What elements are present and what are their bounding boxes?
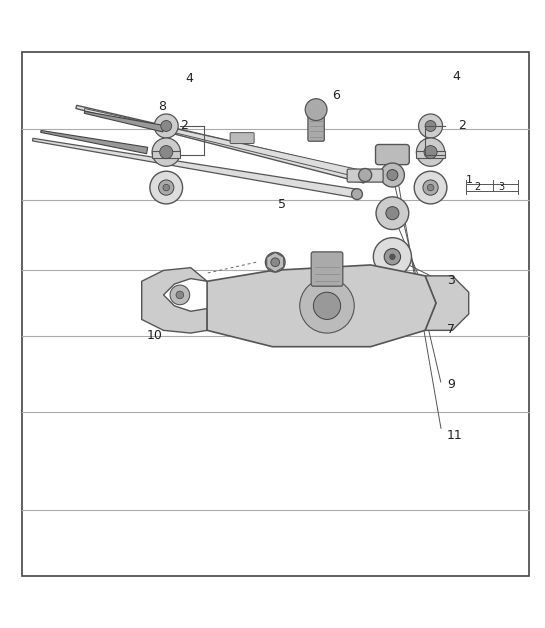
Text: 7: 7	[447, 323, 455, 336]
Text: 8: 8	[158, 100, 166, 112]
Circle shape	[425, 121, 436, 131]
Circle shape	[160, 146, 173, 159]
Polygon shape	[84, 111, 164, 132]
Circle shape	[373, 238, 411, 276]
Circle shape	[150, 171, 183, 204]
Circle shape	[152, 138, 180, 166]
FancyBboxPatch shape	[311, 252, 343, 286]
Circle shape	[154, 114, 178, 138]
Circle shape	[380, 163, 404, 187]
Circle shape	[265, 252, 285, 272]
Text: 3: 3	[447, 274, 455, 287]
Polygon shape	[425, 276, 469, 330]
Polygon shape	[84, 109, 366, 179]
Circle shape	[170, 285, 190, 305]
Polygon shape	[267, 252, 284, 272]
Circle shape	[159, 180, 174, 195]
Circle shape	[387, 170, 398, 180]
Circle shape	[414, 171, 447, 204]
Circle shape	[305, 99, 327, 121]
Circle shape	[384, 249, 401, 265]
Text: 9: 9	[447, 377, 455, 391]
Circle shape	[424, 146, 437, 159]
Text: 2: 2	[458, 119, 465, 132]
Circle shape	[423, 180, 438, 195]
FancyBboxPatch shape	[230, 133, 254, 144]
Text: 1: 1	[466, 175, 473, 185]
FancyBboxPatch shape	[152, 151, 180, 158]
FancyBboxPatch shape	[416, 151, 445, 158]
Circle shape	[176, 291, 184, 299]
Circle shape	[386, 207, 399, 220]
Polygon shape	[207, 265, 436, 347]
Circle shape	[390, 254, 395, 259]
Circle shape	[427, 184, 434, 191]
Polygon shape	[142, 268, 207, 333]
FancyBboxPatch shape	[376, 144, 409, 165]
Polygon shape	[76, 106, 366, 183]
Circle shape	[416, 138, 445, 166]
Circle shape	[419, 114, 443, 138]
Text: 6: 6	[332, 89, 340, 102]
Circle shape	[313, 292, 341, 320]
Text: 2: 2	[474, 181, 480, 192]
Circle shape	[352, 188, 362, 200]
Circle shape	[161, 121, 172, 131]
Text: 5: 5	[278, 198, 286, 211]
FancyBboxPatch shape	[308, 111, 324, 141]
Text: 4: 4	[452, 70, 460, 83]
Polygon shape	[33, 138, 360, 198]
Text: 2: 2	[180, 119, 187, 132]
Circle shape	[359, 168, 372, 181]
Polygon shape	[41, 131, 148, 154]
Circle shape	[376, 197, 409, 229]
FancyBboxPatch shape	[347, 169, 383, 182]
Text: 10: 10	[147, 328, 163, 342]
Circle shape	[271, 258, 280, 266]
Text: 4: 4	[185, 72, 193, 85]
Text: 11: 11	[447, 430, 463, 442]
Circle shape	[163, 184, 169, 191]
Circle shape	[300, 279, 354, 333]
Text: 3: 3	[499, 181, 505, 192]
